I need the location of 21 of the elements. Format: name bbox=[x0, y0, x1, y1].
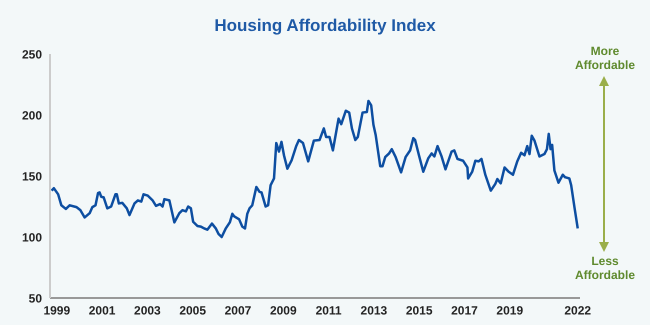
x-tick-label: 2003 bbox=[134, 304, 162, 318]
x-tick-label: 2017 bbox=[451, 304, 478, 318]
y-tick-label: 200 bbox=[22, 108, 42, 122]
x-tick-label: 2005 bbox=[179, 304, 206, 318]
y-tick-label: 50 bbox=[28, 291, 42, 306]
x-tick-label: 2007 bbox=[224, 304, 252, 318]
x-tick-label: 2022 bbox=[564, 304, 592, 318]
x-tick-label: 2015 bbox=[406, 304, 433, 318]
x-tick-label: 2009 bbox=[270, 304, 297, 318]
x-tick-label: 1999 bbox=[43, 304, 70, 318]
y-tick-label: 100 bbox=[22, 230, 42, 244]
x-tick-label: 2019 bbox=[496, 304, 524, 318]
y-tick-label: 250 bbox=[22, 47, 42, 62]
annotation: Less Affordable bbox=[574, 254, 636, 282]
annotation: More Affordable bbox=[574, 44, 636, 72]
x-tick-label: 2001 bbox=[88, 304, 116, 318]
y-tick-label: 150 bbox=[22, 169, 42, 184]
line-series bbox=[50, 100, 579, 238]
chart-title: Housing Affordability Index bbox=[213, 16, 437, 36]
x-tick-label: 2013 bbox=[360, 304, 388, 318]
x-tick-label: 2011 bbox=[316, 304, 342, 318]
